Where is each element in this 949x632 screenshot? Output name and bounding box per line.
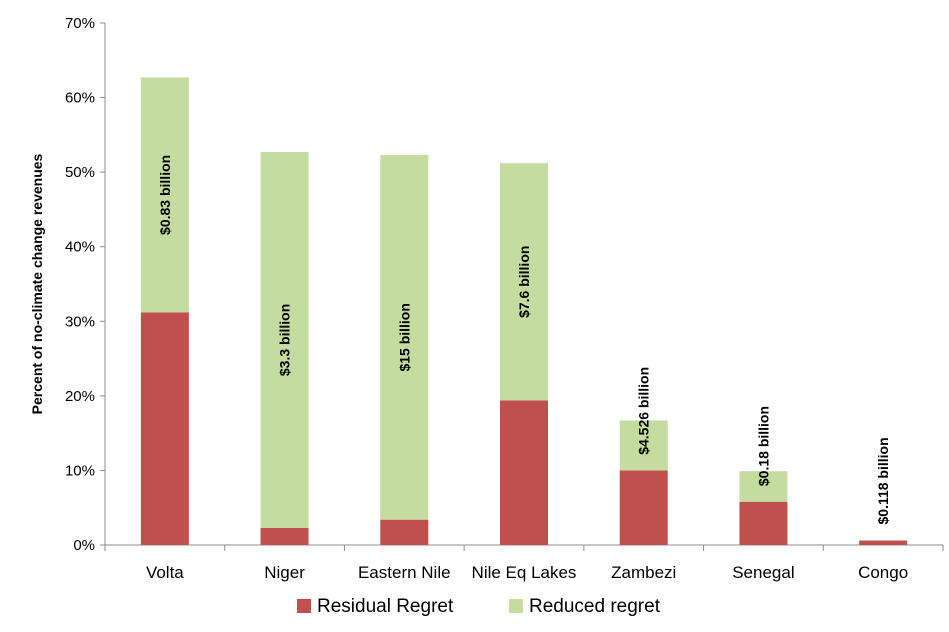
x-category-label: Niger	[264, 563, 305, 582]
bar-reduced-regret	[380, 154, 429, 520]
y-tick-label: 0%	[73, 537, 95, 554]
bar-reduced-regret	[140, 77, 189, 313]
y-axis-title: Percent of no-climate change revenues	[29, 153, 45, 414]
bar-value-label: $3.3 billion	[277, 304, 293, 376]
bar-residual-regret	[619, 470, 668, 545]
x-category-label: Zambezi	[611, 563, 676, 582]
bar-reduced-regret	[739, 471, 788, 502]
x-category-label: Eastern Nile	[358, 563, 451, 582]
bar-value-label: $4.526 billion	[636, 367, 652, 455]
bar-reduced-regret	[500, 163, 548, 401]
bar-residual-regret	[380, 519, 429, 545]
bar-value-label: $15 billion	[396, 303, 412, 371]
y-tick-label: 70%	[65, 15, 95, 32]
y-tick-label: 10%	[65, 462, 95, 479]
bar-value-label: $0.118 billion	[875, 437, 891, 524]
y-tick-label: 50%	[65, 164, 95, 181]
x-category-label: Congo	[858, 563, 908, 582]
bars	[140, 77, 908, 545]
y-tick-label: 20%	[65, 388, 95, 405]
bar-reduced-regret	[260, 152, 309, 528]
x-category-label: Senegal	[732, 563, 794, 582]
x-category-label: Nile Eq Lakes	[472, 563, 577, 582]
legend: Residual Regret Reduced regret	[297, 596, 661, 617]
x-category-label: Volta	[146, 563, 184, 582]
labels: Volta $0.83 billion Niger $3.3 billion Easte…	[146, 155, 908, 582]
legend-swatch	[297, 599, 311, 613]
bar-residual-regret	[500, 400, 548, 545]
bar-reduced-regret	[619, 420, 668, 471]
bar-value-label: $0.18 billion	[755, 406, 771, 486]
legend-label: Reduced regret	[529, 596, 661, 617]
y-tick-label: 30%	[65, 313, 95, 330]
bar-value-label: $7.6 billion	[516, 246, 532, 318]
axes: 0% 10% 20% 30% 40% 50% 60% 70% Percent of no-cli…	[29, 15, 944, 554]
bar-residual-regret	[260, 527, 309, 545]
legend-swatch	[509, 599, 523, 613]
bar-value-label: $0.83 billion	[157, 155, 173, 235]
y-tick-label: 60%	[65, 90, 95, 107]
bar-residual-regret	[739, 501, 788, 545]
legend-label: Residual Regret	[317, 596, 454, 617]
bar-residual-regret	[140, 312, 189, 545]
y-tick-label: 40%	[65, 239, 95, 256]
bar-residual-regret	[859, 540, 908, 545]
